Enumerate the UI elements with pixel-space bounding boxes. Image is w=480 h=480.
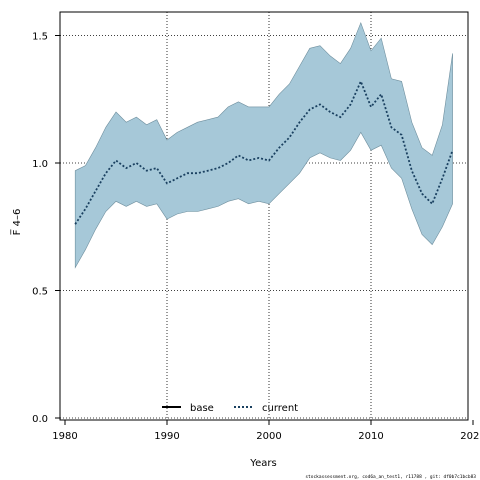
y-tick-label: 1.5 [32, 32, 48, 43]
plot-background [60, 12, 468, 420]
confidence-band-area [74, 21, 453, 269]
confidence-band [74, 21, 453, 269]
legend-current-label: current [262, 403, 298, 414]
plot-area [60, 12, 468, 420]
x-tick-label: 1980 [52, 431, 77, 442]
y-axis-title: F̅ 4–6 [10, 209, 23, 236]
x-axis-title: Years [249, 458, 276, 469]
x-tick-label: 2000 [256, 431, 281, 442]
legend-base-label: base [190, 403, 214, 414]
plot-frame [59, 11, 469, 421]
x-tick-label: 1990 [154, 431, 179, 442]
legend: base current [162, 403, 298, 414]
footer-text: stockassessment.org, cod6a_an_test1, r11… [305, 474, 476, 480]
y-tick-label: 0.0 [32, 414, 48, 425]
x-tick-label: 2010 [358, 431, 383, 442]
plot-border [59, 11, 469, 421]
y-axis: 0.0 0.5 1.0 1.5 [32, 32, 60, 425]
y-tick-label: 1.0 [32, 159, 48, 170]
y-tick-label: 0.5 [32, 287, 48, 298]
